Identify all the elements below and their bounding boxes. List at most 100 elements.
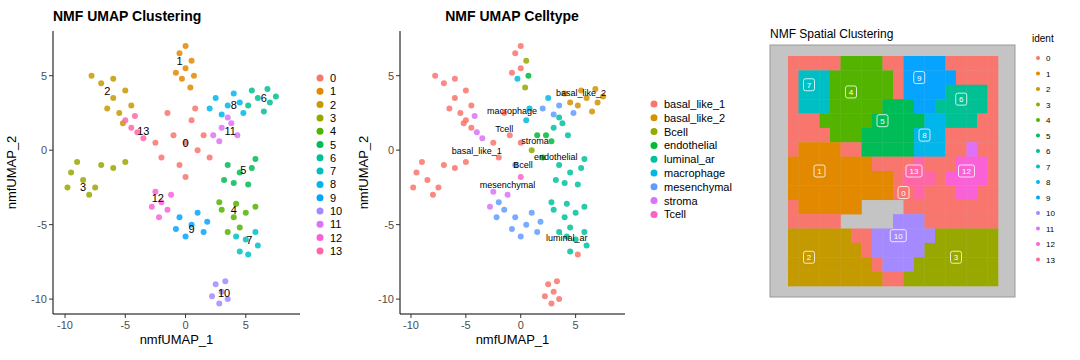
- spot: [904, 142, 915, 157]
- spot: [883, 171, 894, 186]
- legend-label: 7: [330, 165, 336, 177]
- y-tick-label: 0: [388, 144, 394, 156]
- spot: [830, 128, 841, 143]
- spot: [788, 85, 799, 100]
- point: [523, 117, 529, 123]
- legend-label: 3: [330, 112, 336, 124]
- spot: [914, 56, 925, 71]
- cluster-label: luminal_ar: [546, 233, 588, 243]
- spot: [820, 142, 831, 157]
- legend-label: 4: [1046, 116, 1051, 125]
- spot: [904, 56, 915, 71]
- x-tick-label: -10: [57, 319, 73, 331]
- point: [529, 210, 535, 216]
- point: [231, 180, 237, 186]
- spot: [967, 70, 978, 85]
- point: [556, 296, 562, 302]
- y-tick-label: -10: [31, 293, 47, 305]
- point: [457, 110, 463, 116]
- spot: [935, 229, 946, 244]
- spot: [830, 229, 841, 244]
- spot: [988, 142, 999, 157]
- spot: [799, 185, 810, 200]
- point: [245, 251, 251, 257]
- spot: [956, 128, 967, 143]
- spot: [925, 257, 936, 272]
- spot: [956, 229, 967, 244]
- spot: [977, 157, 988, 172]
- spot: [935, 142, 946, 157]
- spot: [935, 157, 946, 172]
- spot: [830, 99, 841, 114]
- spot: [946, 214, 957, 229]
- point: [556, 162, 562, 168]
- spot: [799, 171, 810, 186]
- spot: [935, 85, 946, 100]
- legend-label: 13: [330, 245, 342, 257]
- spot: [946, 229, 957, 244]
- legend-label: Tcell: [664, 208, 686, 220]
- spot: [872, 70, 883, 85]
- point: [545, 95, 551, 101]
- point: [243, 210, 249, 216]
- cluster-label: 0: [182, 137, 188, 149]
- spot: [820, 257, 831, 272]
- spot: [967, 185, 978, 200]
- point: [595, 99, 601, 105]
- spot: [977, 243, 988, 258]
- x-tick: [410, 314, 411, 318]
- point: [195, 147, 201, 153]
- spot: [893, 157, 904, 172]
- y-axis: [400, 31, 401, 314]
- spot: [862, 128, 873, 143]
- spot: [862, 99, 873, 114]
- legend-label: 5: [1046, 132, 1051, 141]
- point: [537, 219, 543, 225]
- legend-key: [1036, 196, 1040, 200]
- y-tick-label: 5: [388, 70, 394, 82]
- spot: [893, 243, 904, 258]
- spot: [809, 56, 820, 71]
- cluster-label: 2: [104, 85, 110, 97]
- point: [216, 138, 222, 144]
- point: [463, 88, 469, 94]
- spot: [988, 114, 999, 129]
- point: [575, 102, 581, 108]
- point: [551, 125, 557, 131]
- legend-key: [1036, 227, 1040, 231]
- spot: [788, 214, 799, 229]
- spot: [820, 99, 831, 114]
- point: [74, 159, 80, 165]
- spot: [893, 56, 904, 71]
- x-tick: [245, 314, 246, 318]
- spot: [883, 142, 894, 157]
- legend-label: 4: [330, 125, 336, 137]
- legend-key: [1036, 242, 1040, 246]
- spot: [988, 99, 999, 114]
- spot: [935, 99, 946, 114]
- x-tick: [65, 314, 66, 318]
- point: [158, 155, 164, 161]
- spot: [893, 114, 904, 129]
- spot: [977, 114, 988, 129]
- legend-label: 5: [330, 139, 336, 151]
- legend-label: 8: [1046, 178, 1051, 187]
- spot: [914, 200, 925, 215]
- point: [191, 73, 197, 79]
- spot: [841, 157, 852, 172]
- point: [430, 192, 436, 198]
- point: [545, 281, 551, 287]
- spot: [967, 243, 978, 258]
- legend-label: luminal_ar: [664, 153, 715, 165]
- legend-label: 11: [1046, 225, 1055, 234]
- spot: [809, 142, 820, 157]
- spot: [820, 229, 831, 244]
- point: [479, 135, 485, 141]
- point: [554, 278, 560, 284]
- cluster-label: 10: [894, 232, 903, 241]
- cluster-label: 12: [962, 167, 971, 176]
- spot: [946, 128, 957, 143]
- point: [518, 43, 524, 49]
- point: [177, 162, 183, 168]
- cluster-label: 6: [261, 92, 267, 104]
